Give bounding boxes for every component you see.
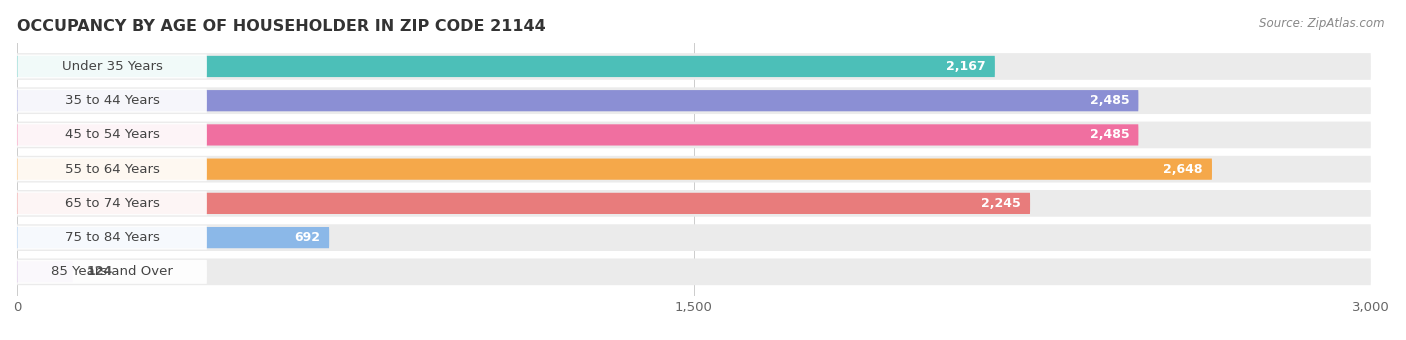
FancyBboxPatch shape	[17, 261, 73, 283]
FancyBboxPatch shape	[17, 158, 1212, 180]
Text: 2,167: 2,167	[946, 60, 986, 73]
FancyBboxPatch shape	[17, 54, 207, 79]
FancyBboxPatch shape	[17, 191, 207, 215]
FancyBboxPatch shape	[17, 190, 1371, 217]
FancyBboxPatch shape	[17, 56, 995, 77]
Text: Source: ZipAtlas.com: Source: ZipAtlas.com	[1260, 17, 1385, 30]
Text: 75 to 84 Years: 75 to 84 Years	[65, 231, 159, 244]
Text: 2,245: 2,245	[981, 197, 1021, 210]
FancyBboxPatch shape	[17, 124, 1139, 146]
Text: OCCUPANCY BY AGE OF HOUSEHOLDER IN ZIP CODE 21144: OCCUPANCY BY AGE OF HOUSEHOLDER IN ZIP C…	[17, 19, 546, 34]
Text: 45 to 54 Years: 45 to 54 Years	[65, 129, 159, 141]
FancyBboxPatch shape	[17, 157, 207, 181]
Text: 2,485: 2,485	[1090, 129, 1129, 141]
FancyBboxPatch shape	[17, 156, 1371, 183]
FancyBboxPatch shape	[17, 193, 1031, 214]
Text: 124: 124	[86, 265, 112, 278]
FancyBboxPatch shape	[17, 226, 207, 250]
Text: 55 to 64 Years: 55 to 64 Years	[65, 163, 159, 176]
Text: 2,648: 2,648	[1163, 163, 1204, 176]
FancyBboxPatch shape	[17, 260, 207, 284]
FancyBboxPatch shape	[17, 89, 207, 113]
Text: 85 Years and Over: 85 Years and Over	[51, 265, 173, 278]
FancyBboxPatch shape	[17, 87, 1371, 114]
FancyBboxPatch shape	[17, 122, 1371, 148]
Text: Under 35 Years: Under 35 Years	[62, 60, 163, 73]
FancyBboxPatch shape	[17, 224, 1371, 251]
FancyBboxPatch shape	[17, 123, 207, 147]
Text: 2,485: 2,485	[1090, 94, 1129, 107]
FancyBboxPatch shape	[17, 53, 1371, 80]
Text: 692: 692	[294, 231, 321, 244]
FancyBboxPatch shape	[17, 227, 329, 248]
FancyBboxPatch shape	[17, 258, 1371, 285]
Text: 35 to 44 Years: 35 to 44 Years	[65, 94, 159, 107]
Text: 65 to 74 Years: 65 to 74 Years	[65, 197, 159, 210]
FancyBboxPatch shape	[17, 90, 1139, 111]
